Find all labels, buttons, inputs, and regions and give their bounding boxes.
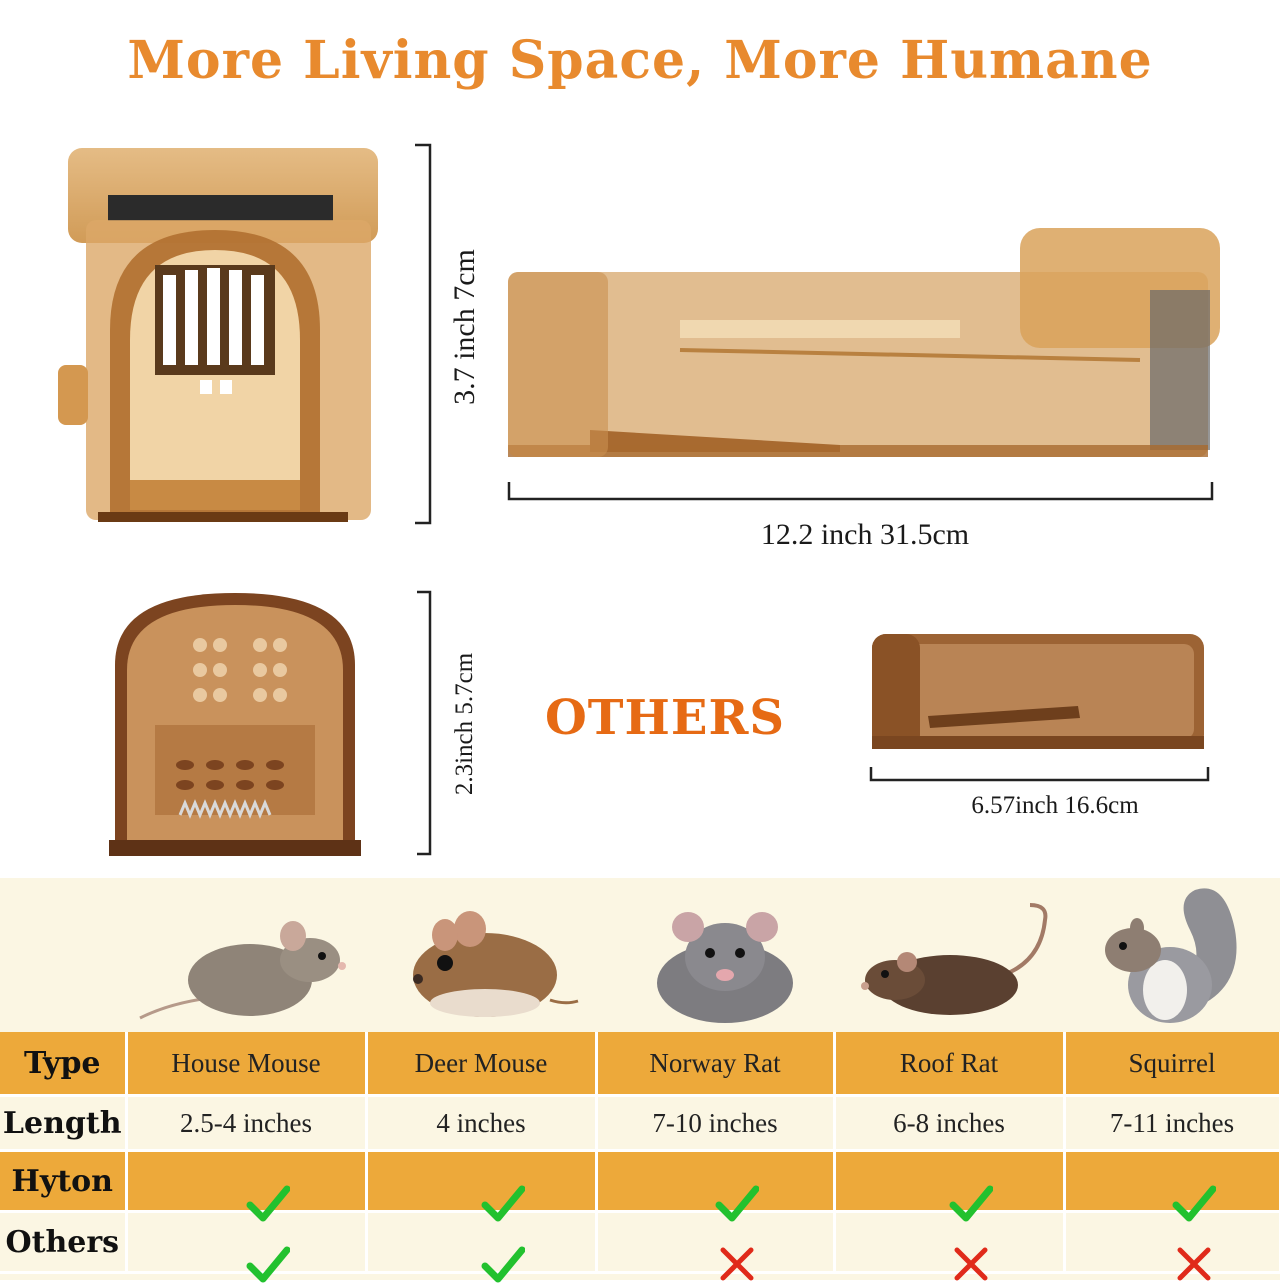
others-cell <box>834 1211 1066 1281</box>
length-cell: 7-11 inches <box>1064 1095 1280 1152</box>
others-cell <box>126 1211 368 1283</box>
length-cell: 6-8 inches <box>834 1095 1066 1152</box>
length-cell: 4 inches <box>366 1095 598 1152</box>
hyton-cell <box>1064 1150 1280 1222</box>
cross-icon <box>954 1247 988 1281</box>
deer-mouse-illustration <box>413 911 579 1017</box>
hyton-height-bracket <box>415 143 432 525</box>
norway-rat-illustration <box>657 912 793 1023</box>
others-trap-front-view <box>109 593 361 856</box>
others-height-bracket <box>417 590 432 856</box>
row-label-type: Type <box>0 1032 128 1097</box>
others-cell <box>366 1211 598 1283</box>
others-length-label: 6.57inch 16.6cm <box>971 792 1139 819</box>
check-icon <box>715 1185 759 1222</box>
cross-icon <box>1177 1247 1211 1281</box>
check-icon <box>1172 1185 1216 1222</box>
hyton-length-bracket <box>507 482 1214 501</box>
row-label-hyton: Hyton <box>0 1150 128 1213</box>
roof-rat-illustration <box>861 903 1048 1015</box>
hyton-trap-front-view <box>58 148 378 522</box>
check-icon <box>246 1246 290 1283</box>
type-cell: House Mouse <box>126 1032 368 1097</box>
length-cell: 2.5-4 inches <box>126 1095 368 1152</box>
others-cell <box>1064 1211 1280 1281</box>
hyton-trap-side-view <box>508 228 1220 457</box>
check-icon <box>481 1246 525 1283</box>
others-trap-side-view <box>872 634 1204 749</box>
page-title: More Living Space, More Humane <box>127 30 1153 91</box>
table-row-others: Others <box>0 1211 1280 1283</box>
house-mouse-illustration <box>139 921 346 1020</box>
others-cell <box>596 1211 836 1281</box>
check-icon <box>949 1185 993 1222</box>
comparison-table: Type House Mouse Deer Mouse Norway Rat R… <box>0 1032 1280 1283</box>
hyton-height-label: 3.7 inch 7cm <box>448 249 481 405</box>
table-row-length: Length 2.5-4 inches 4 inches 7-10 inches… <box>0 1095 1280 1152</box>
table-row-type: Type House Mouse Deer Mouse Norway Rat R… <box>0 1032 1280 1097</box>
cross-icon <box>720 1247 754 1281</box>
others-label: OTHERS <box>544 690 786 746</box>
type-cell: Roof Rat <box>834 1032 1066 1097</box>
check-icon <box>481 1185 525 1222</box>
hyton-cell <box>834 1150 1066 1222</box>
type-cell: Norway Rat <box>596 1032 836 1097</box>
type-cell: Deer Mouse <box>366 1032 598 1097</box>
length-cell: 7-10 inches <box>596 1095 836 1152</box>
table-row-hyton: Hyton <box>0 1150 1280 1222</box>
check-icon <box>246 1185 290 1222</box>
others-height-label: 2.3inch 5.7cm <box>451 652 478 796</box>
others-length-bracket <box>869 767 1210 782</box>
hyton-length-label: 12.2 inch 31.5cm <box>760 518 970 551</box>
hyton-cell <box>596 1150 836 1222</box>
squirrel-illustration <box>1105 888 1237 1023</box>
row-label-others: Others <box>0 1211 128 1274</box>
hyton-cell <box>126 1150 368 1222</box>
hyton-cell <box>366 1150 598 1222</box>
row-label-length: Length <box>0 1095 128 1152</box>
type-cell: Squirrel <box>1064 1032 1280 1097</box>
